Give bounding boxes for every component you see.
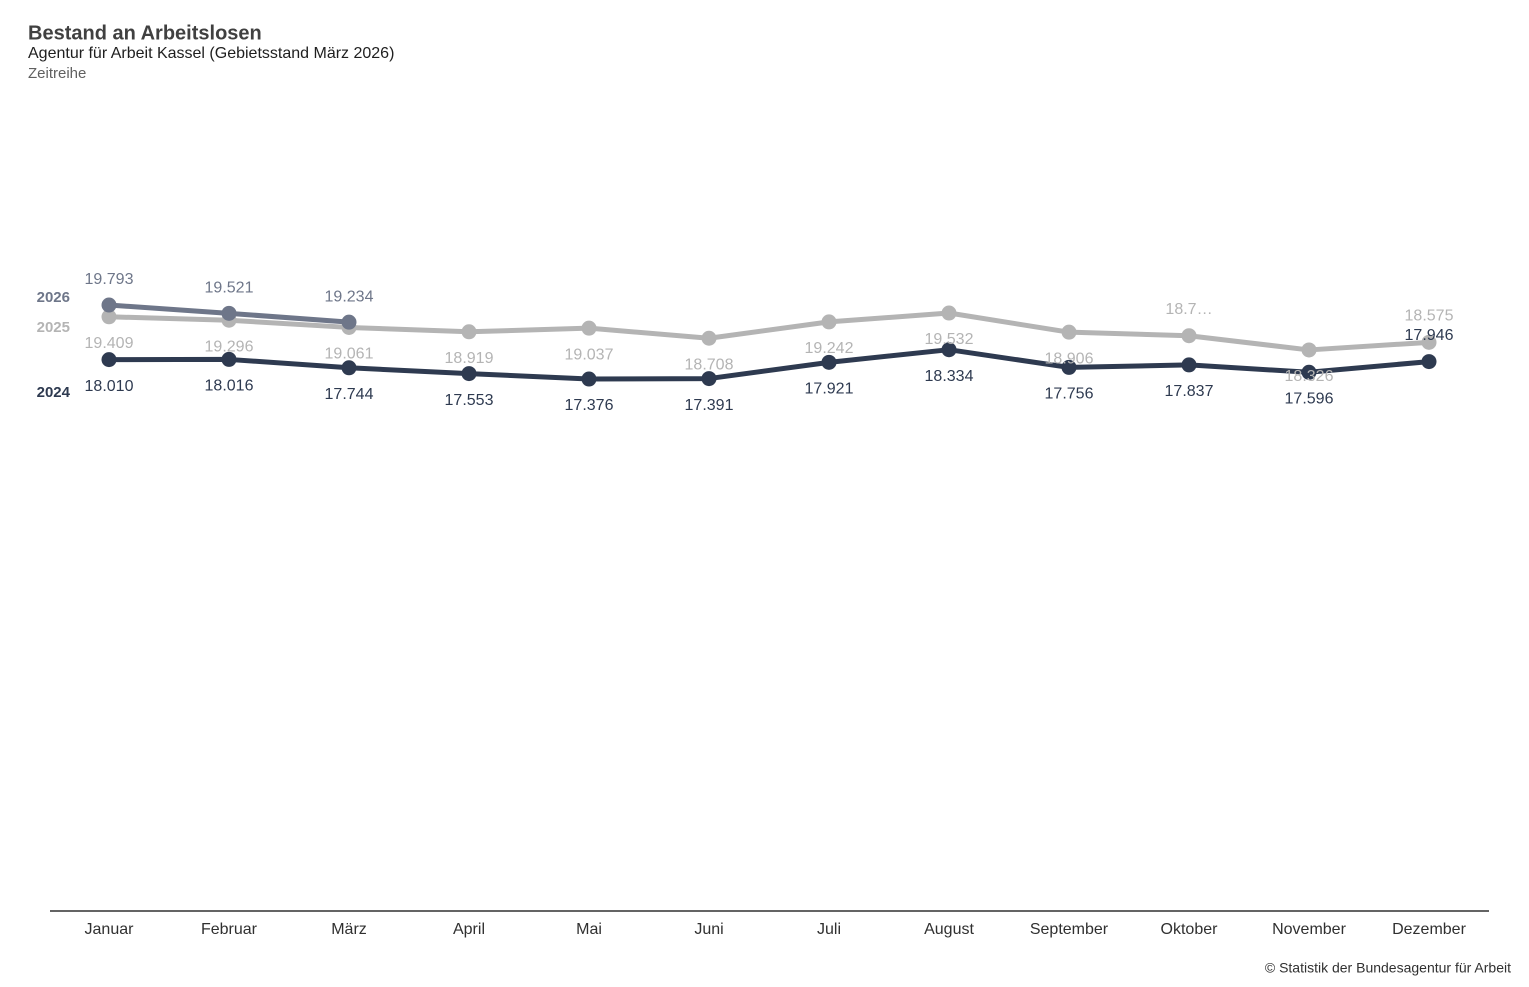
data-label: 19.521	[205, 280, 254, 297]
line	[108, 310, 1430, 353]
point	[701, 330, 717, 346]
data-label: 18.919	[445, 350, 494, 367]
data-label: 17.596	[1285, 391, 1334, 408]
data-label: 18.575	[1405, 308, 1454, 325]
data-label: 18.326	[1285, 368, 1334, 385]
point	[461, 324, 477, 340]
point	[341, 314, 357, 330]
x-tick-label: Juni	[694, 921, 723, 938]
data-label: 17.553	[445, 392, 494, 409]
point	[101, 309, 117, 325]
chart-note: Zeitreihe	[28, 65, 86, 82]
x-tick-label: Januar	[85, 921, 135, 938]
x-tick-label: Juli	[817, 921, 841, 938]
x-tick-label: August	[924, 921, 974, 938]
point	[581, 371, 597, 387]
point	[461, 366, 477, 382]
data-label: 17.946	[1405, 327, 1454, 344]
point	[1301, 342, 1317, 358]
data-label: 19.793	[85, 271, 134, 288]
line	[108, 347, 1430, 382]
data-label: 19.037	[565, 346, 614, 363]
source: © Statistik der Bundesagentur für Arbeit	[1265, 960, 1511, 976]
point	[941, 305, 957, 321]
point	[101, 352, 117, 368]
x-tick-label: Dezember	[1392, 921, 1466, 938]
point	[1181, 357, 1197, 373]
data-label: 18.334	[925, 368, 974, 385]
chart-title: Bestand an Arbeitslosen	[28, 22, 262, 44]
data-label: 19.409	[85, 335, 134, 352]
data-label: 17.391	[685, 397, 734, 414]
data-label: 19.296	[205, 338, 254, 355]
point	[101, 297, 117, 313]
data-label: 18.010	[85, 378, 134, 395]
data-label: 18.906	[1045, 350, 1094, 367]
x-tick-label: November	[1272, 921, 1346, 938]
x-tick-label: Mai	[576, 921, 602, 938]
data-label: 19.242	[805, 340, 854, 357]
data-label: 17.756	[1045, 386, 1094, 403]
point	[341, 360, 357, 376]
point	[1181, 328, 1197, 344]
series-label: 2024	[37, 384, 71, 401]
point	[221, 305, 237, 321]
x-tick-label: September	[1030, 921, 1109, 938]
data-label: 18.7…	[1165, 301, 1212, 318]
x-tick-label: April	[453, 921, 485, 938]
data-label: 18.016	[205, 378, 254, 395]
data-label: 19.532	[925, 331, 974, 348]
data-label: 17.921	[805, 381, 854, 398]
series-label: 2026	[37, 289, 70, 306]
data-label: 18.708	[685, 356, 734, 373]
data-label: 17.744	[325, 386, 374, 403]
series-label: 2025	[37, 319, 70, 336]
point	[221, 351, 237, 367]
point	[1061, 324, 1077, 340]
point	[581, 320, 597, 336]
point	[821, 314, 837, 330]
x-tick-label: Februar	[201, 921, 258, 938]
point	[701, 371, 717, 387]
point	[1421, 354, 1437, 370]
data-label: 17.376	[565, 397, 614, 414]
x-tick-label: März	[331, 921, 367, 938]
point	[821, 354, 837, 370]
x-tick-label: Oktober	[1161, 921, 1219, 938]
point	[1421, 334, 1437, 350]
chart-subtitle: Agentur für Arbeit Kassel (Gebietsstand …	[28, 45, 394, 62]
point	[941, 342, 957, 358]
point	[1301, 364, 1317, 380]
data-label: 19.061	[325, 346, 374, 363]
data-label: 19.234	[325, 288, 374, 305]
point	[1061, 359, 1077, 375]
data-label: 17.837	[1165, 383, 1214, 400]
